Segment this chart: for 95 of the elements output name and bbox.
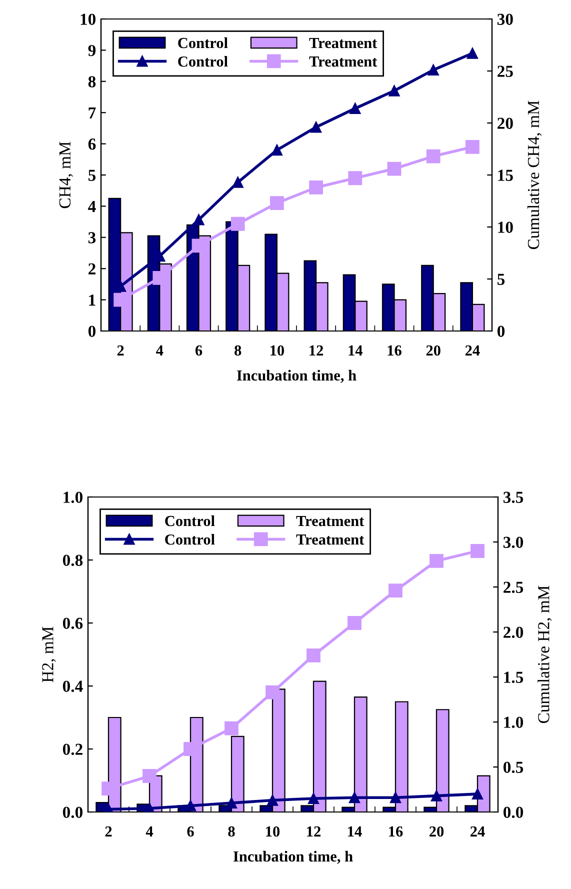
y-tick-label: 7 [88, 107, 96, 118]
y-tick-label: 0.8 [62, 554, 83, 566]
point [426, 149, 440, 164]
y2-tick-label: 15 [498, 170, 513, 181]
y-tick-label: 0 [88, 326, 96, 337]
legend-label: Control [178, 37, 228, 48]
point [193, 214, 204, 226]
point [270, 196, 284, 210]
x-axis-title: Incubation time, h [233, 850, 353, 864]
x-tick-label: 20 [426, 345, 440, 356]
y2-tick-label: 2.0 [504, 626, 524, 638]
y2-tick-label: 3.0 [503, 536, 524, 548]
point [390, 792, 402, 804]
point [226, 797, 238, 809]
y2-tick-label: 5 [498, 274, 505, 285]
y2-tick-label: 1.5 [504, 672, 524, 684]
point [142, 769, 156, 783]
y2-tick-label: 20 [498, 118, 513, 129]
y-tick-label: 2 [88, 263, 96, 274]
point [224, 721, 238, 736]
x-tick-label: 24 [465, 345, 480, 356]
x-tick-label: 16 [389, 826, 403, 837]
y-tick-label: 5 [88, 170, 96, 181]
x-tick-label: 10 [266, 826, 280, 837]
x-tick-label: 8 [234, 345, 242, 356]
y2-tick-label: 2.5 [504, 582, 524, 594]
point [266, 794, 278, 806]
point [388, 584, 402, 598]
y-tick-label: 0.0 [62, 806, 83, 818]
y-tick-label: 4 [88, 201, 96, 212]
point [350, 102, 361, 114]
y-tick-label: 6 [88, 138, 96, 150]
point [430, 790, 442, 802]
y-axis-title: H2, mM [42, 626, 56, 682]
point [306, 648, 320, 662]
x-tick-label: 14 [348, 826, 362, 836]
point [308, 792, 320, 804]
y-axis-title: CH4, mM [59, 142, 73, 208]
y2-axis-title: Cumulative CH4, mM [527, 100, 542, 250]
legend-label: Control [178, 56, 228, 67]
y2-tick-label: 30 [497, 14, 513, 25]
point [387, 162, 402, 176]
x-tick-label: 24 [470, 826, 485, 836]
legend-label: Control [165, 515, 215, 526]
point [388, 85, 400, 96]
x-tick-label: 4 [156, 345, 164, 356]
x-tick-label: 8 [228, 826, 235, 837]
y2-axis-title: Cumulative H2, mM [538, 586, 552, 724]
legend-label: Treatment [296, 534, 364, 545]
y2-tick-label: 25 [498, 66, 513, 77]
y-tick-label: 8 [88, 76, 96, 88]
point [466, 140, 480, 154]
legend-label: Treatment [296, 516, 364, 526]
x-tick-label: 2 [105, 826, 112, 836]
point [309, 180, 323, 194]
y-tick-label: 3 [88, 232, 96, 244]
x-tick-label: 6 [195, 345, 202, 356]
y2-tick-label: 0 [497, 326, 505, 337]
point [271, 144, 283, 156]
y2-tick-label: 1.0 [504, 716, 524, 728]
point [266, 685, 280, 700]
x-axis-title: Incubation time, h [236, 370, 356, 383]
y-tick-label: 0.4 [62, 680, 83, 692]
point [310, 122, 322, 133]
x-tick-label: 12 [307, 826, 320, 836]
x-tick-label: 2 [117, 345, 124, 356]
x-tick-label: 14 [348, 345, 363, 356]
legend-label: Treatment [309, 38, 378, 48]
point [348, 792, 360, 804]
point [430, 554, 444, 568]
y2-tick-label: 0.5 [503, 762, 524, 774]
y2-tick-label: 10 [498, 222, 513, 233]
y-tick-label: 9 [88, 44, 96, 56]
y-tick-label: 1 [89, 294, 96, 306]
legend-label: Control [165, 534, 215, 545]
point [466, 48, 478, 59]
point [348, 171, 362, 186]
y-tick-label: 0.6 [62, 618, 83, 630]
x-tick-label: 4 [146, 826, 154, 836]
x-tick-label: 12 [310, 345, 324, 356]
point [428, 64, 439, 76]
x-tick-label: 10 [270, 345, 284, 356]
point [232, 176, 244, 188]
y-tick-label: 10 [80, 14, 96, 25]
y-tick-label: 0.2 [62, 744, 82, 756]
y2-tick-label: 3.5 [503, 492, 524, 504]
y2-tick-label: 0.0 [503, 806, 524, 818]
x-tick-label: 6 [187, 826, 194, 837]
legend-label: Treatment [309, 56, 378, 67]
point [230, 216, 245, 231]
x-tick-label: 16 [388, 345, 402, 356]
point [348, 616, 362, 630]
point [470, 544, 484, 558]
x-tick-label: 20 [430, 826, 444, 837]
y-tick-label: 1.0 [64, 492, 83, 504]
